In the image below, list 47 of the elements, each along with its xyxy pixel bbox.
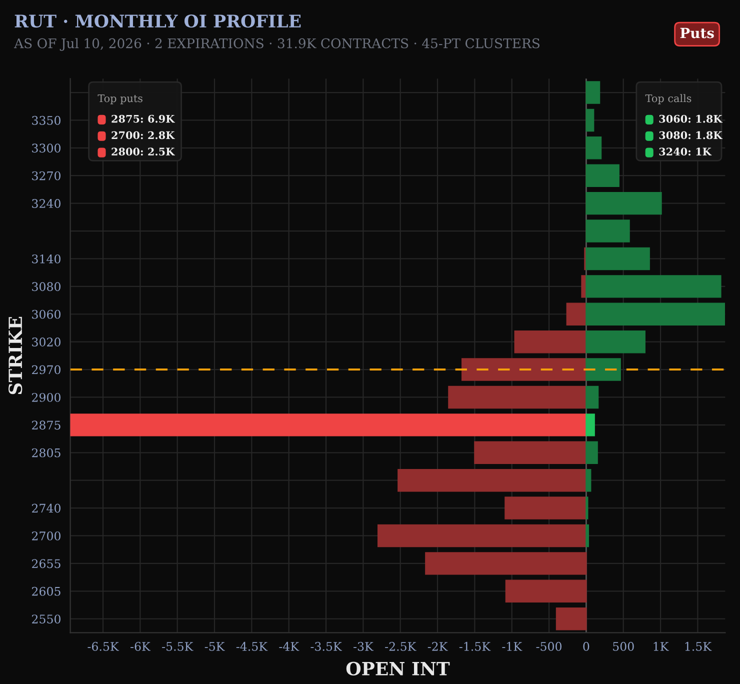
y-tick-label: 3270 bbox=[32, 171, 60, 180]
x-tick-label: -2.5K bbox=[385, 642, 416, 651]
x-tick-label: -6.5K bbox=[88, 642, 119, 651]
annotation: Top puts bbox=[98, 94, 142, 104]
x-tick-label: -500 bbox=[536, 642, 562, 651]
x-tick-label: 0 bbox=[583, 642, 590, 651]
x-axis-title: OPEN INT bbox=[346, 662, 450, 676]
x-tick-label: -1K bbox=[502, 642, 522, 651]
x-tick-label: -1.5K bbox=[459, 642, 491, 651]
x-tick-label: -4K bbox=[279, 642, 300, 651]
annotation: 2875: 6.9K bbox=[112, 114, 175, 123]
annotation: 3240: 1K bbox=[659, 148, 712, 156]
x-tick-label: 1.5K bbox=[685, 642, 712, 651]
x-tick-label: -4.5K bbox=[236, 642, 268, 651]
x-tick-label: 1K bbox=[654, 642, 669, 651]
y-tick-label: 2655 bbox=[32, 559, 60, 568]
x-tick-label: -6K bbox=[130, 642, 151, 651]
y-tick-label: 3060 bbox=[32, 310, 60, 319]
annotation: 2800: 2.5K bbox=[112, 148, 175, 156]
y-tick-label: 3300 bbox=[32, 144, 60, 153]
x-tick-label: -3K bbox=[354, 642, 374, 651]
y-tick-label: 3140 bbox=[32, 254, 60, 264]
y-tick-label: 3080 bbox=[32, 282, 60, 292]
y-tick-label: 2900 bbox=[32, 392, 60, 402]
text: Puts bbox=[680, 28, 714, 38]
y-tick-label: 2805 bbox=[32, 448, 60, 458]
y-tick-label: 3350 bbox=[32, 116, 60, 125]
x-tick-label: 500 bbox=[613, 642, 634, 651]
y-tick-label: 2740 bbox=[32, 504, 60, 513]
x-tick-label: -5.5K bbox=[162, 642, 194, 651]
annotation: Top calls bbox=[645, 94, 692, 104]
annotation: 3060: 1.8K bbox=[659, 114, 723, 123]
y-tick-label: 2970 bbox=[32, 365, 60, 374]
x-tick-label: -3.5K bbox=[310, 642, 342, 651]
chart-title: RUT · MONTHLY OI PROFILE bbox=[14, 14, 301, 28]
y-tick-label: 2550 bbox=[32, 614, 60, 624]
y-axis-title: STRIKE bbox=[8, 316, 22, 394]
y-tick-label: 2700 bbox=[32, 531, 60, 540]
annotation: 3080: 1.8K bbox=[659, 131, 723, 140]
x-tick-label: -5K bbox=[204, 642, 225, 651]
x-tick-label: -2K bbox=[428, 642, 448, 651]
y-tick-label: 3020 bbox=[32, 338, 60, 346]
y-tick-label: 3240 bbox=[32, 199, 60, 208]
chart-subtitle: AS OF Jul 10, 2026 · 2 EXPIRATIONS · 31.9K CONTRACTS · 45-PT CLUSTERS bbox=[14, 38, 540, 51]
y-tick-label: 2605 bbox=[32, 586, 60, 596]
annotation: 2700: 2.8K bbox=[112, 131, 175, 140]
y-tick-label: 2875 bbox=[32, 420, 60, 430]
